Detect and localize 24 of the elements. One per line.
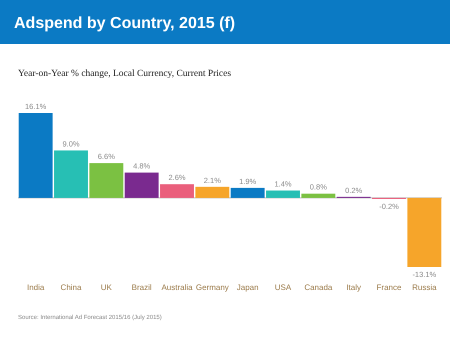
x-tick-label: Germany <box>196 283 229 292</box>
bar <box>195 186 230 198</box>
bar <box>266 190 300 198</box>
bar <box>301 194 336 198</box>
x-tick-label: Russia <box>412 283 438 292</box>
bar <box>230 188 265 198</box>
bar <box>407 198 442 267</box>
chart-title: Adspend by Country, 2015 (f) <box>14 15 236 32</box>
bar <box>124 172 159 198</box>
x-tick-label: China <box>60 283 82 292</box>
x-tick-label: Brazil <box>132 283 152 292</box>
bar <box>89 163 124 198</box>
bar <box>160 184 194 198</box>
x-tick-label: India <box>26 283 45 292</box>
x-tick-label: UK <box>100 283 113 292</box>
x-tick-label: France <box>376 283 402 292</box>
x-tick-label: Japan <box>236 283 259 292</box>
x-tick-label: Italy <box>346 283 362 292</box>
bar <box>18 113 53 198</box>
x-tick-label: Australia <box>161 283 194 292</box>
x-tick-label: USA <box>274 283 292 292</box>
x-tick-label: Canada <box>304 283 333 292</box>
bar <box>54 150 88 198</box>
chart-subtitle: Year-on-Year % change, Local Currency, Current Prices <box>18 69 232 79</box>
